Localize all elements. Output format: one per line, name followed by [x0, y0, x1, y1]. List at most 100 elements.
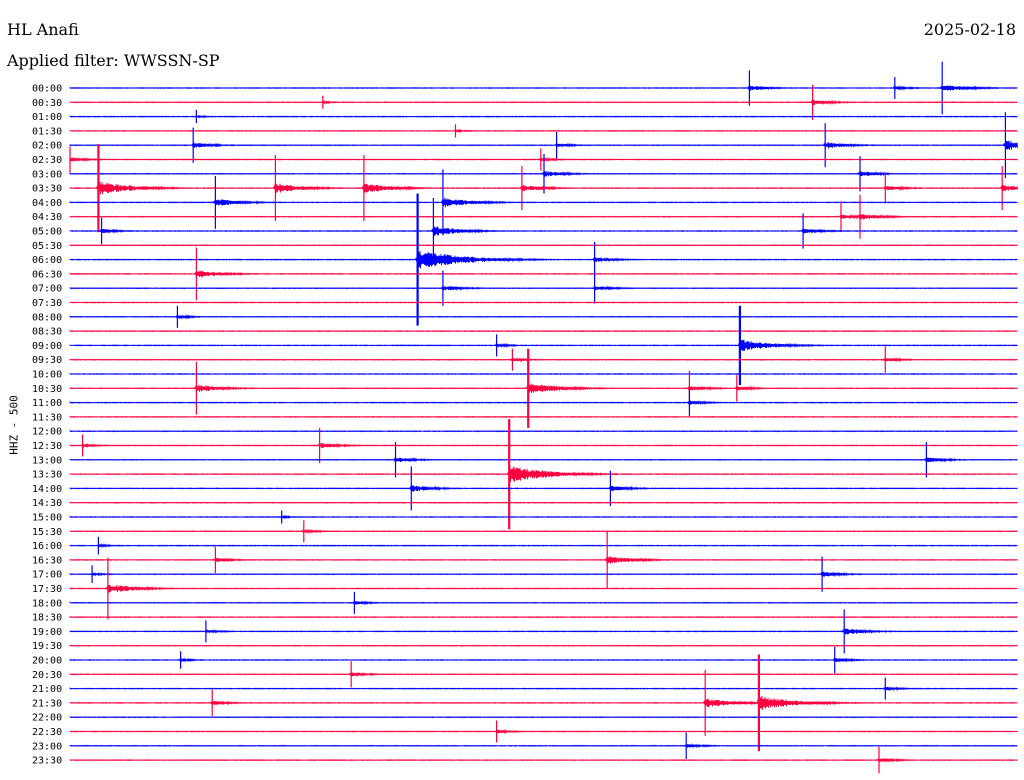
- time-label: 09:00: [32, 341, 62, 352]
- time-label: 17:00: [32, 570, 62, 581]
- time-label: 12:00: [32, 427, 62, 438]
- time-label: 05:00: [32, 227, 62, 238]
- time-label: 17:30: [32, 584, 62, 595]
- time-label: 15:00: [32, 513, 62, 524]
- trace-0630: [69, 270, 1018, 278]
- time-label: 16:00: [32, 541, 62, 552]
- time-label: 01:00: [32, 112, 62, 123]
- trace-1100: [69, 399, 1018, 406]
- time-label: 02:30: [32, 155, 62, 166]
- trace-1700: [69, 571, 1018, 577]
- trace-1600: [69, 542, 1018, 549]
- trace-1900: [69, 628, 1018, 635]
- trace-0900: [69, 339, 1018, 352]
- time-label: 23:30: [32, 756, 62, 767]
- trace-0200: [69, 140, 1018, 150]
- time-label: 16:30: [32, 555, 62, 566]
- time-label: 20:30: [32, 670, 62, 681]
- trace-2030: [69, 671, 1018, 677]
- trace-0830: [69, 329, 1018, 333]
- trace-2000: [69, 657, 1018, 663]
- time-label: 19:30: [32, 641, 62, 652]
- time-label: 05:30: [32, 241, 62, 252]
- time-label: 22:30: [32, 727, 62, 738]
- trace-2130: [69, 695, 1018, 710]
- time-label: 14:00: [32, 484, 62, 495]
- trace-1500: [69, 514, 1018, 520]
- trace-1030: [69, 383, 1018, 394]
- trace-1530: [69, 528, 1018, 534]
- time-label: 08:00: [32, 312, 62, 323]
- time-label: 15:30: [32, 527, 62, 538]
- time-label: 22:00: [32, 713, 62, 724]
- trace-0730: [69, 301, 1018, 304]
- time-label: 10:30: [32, 384, 62, 395]
- time-label: 11:30: [32, 412, 62, 423]
- trace-0930: [69, 357, 1018, 363]
- trace-0400: [69, 197, 1018, 208]
- trace-2300: [69, 743, 1018, 749]
- trace-0330: [69, 181, 1018, 195]
- time-label: 04:00: [32, 198, 62, 209]
- station-title: HL Anafi: [7, 20, 79, 39]
- time-label: 14:30: [32, 498, 62, 509]
- time-label: 19:00: [32, 627, 62, 638]
- time-label: 07:00: [32, 284, 62, 295]
- time-labels-layer: 00:00 00:30 01:00 01:30 02:00 02:30 03:00 03:30…: [32, 84, 62, 767]
- time-label: 13:30: [32, 470, 62, 481]
- time-label: 13:00: [32, 455, 62, 466]
- time-label: 08:30: [32, 327, 62, 338]
- trace-0800: [69, 314, 1018, 320]
- time-label: 09:30: [32, 355, 62, 366]
- trace-1930: [69, 644, 1018, 647]
- trace-0530: [69, 244, 1018, 247]
- trace-2230: [69, 728, 1018, 735]
- time-label: 02:00: [32, 141, 62, 152]
- time-label: 21:30: [32, 698, 62, 709]
- trace-1430: [69, 501, 1018, 504]
- trace-0700: [69, 285, 1018, 291]
- trace-1330: [69, 466, 1018, 483]
- trace-2200: [69, 716, 1018, 719]
- time-label: 00:30: [32, 98, 62, 109]
- time-label: 06:00: [32, 255, 62, 266]
- time-label: 00:00: [32, 84, 62, 95]
- trace-1130: [69, 415, 1018, 418]
- time-label: 04:30: [32, 212, 62, 223]
- trace-1400: [69, 485, 1018, 492]
- time-label: 11:00: [32, 398, 62, 409]
- trace-1630: [69, 556, 1018, 564]
- trace-1230: [69, 442, 1018, 449]
- time-label: 06:30: [32, 269, 62, 280]
- trace-0000: [69, 85, 1018, 91]
- trace-0600: [69, 250, 1018, 269]
- trace-0100: [69, 114, 1018, 119]
- trace-0430: [69, 213, 1018, 220]
- time-label: 21:00: [32, 684, 62, 695]
- time-label: 18:00: [32, 598, 62, 609]
- time-label: 20:00: [32, 656, 62, 667]
- trace-0500: [69, 226, 1018, 236]
- traces-layer: [69, 61, 1018, 774]
- time-label: 03:00: [32, 169, 62, 180]
- time-label: 10:00: [32, 370, 62, 381]
- time-label: 23:00: [32, 741, 62, 752]
- trace-1300: [69, 457, 1018, 463]
- filter-label: Applied filter: WWSSN-SP: [7, 51, 220, 70]
- trace-1800: [69, 600, 1018, 606]
- time-label: 18:30: [32, 613, 62, 624]
- trace-0130: [69, 128, 1018, 134]
- plot-date: 2025-02-18: [923, 20, 1016, 39]
- trace-1200: [69, 429, 1018, 433]
- trace-2330: [69, 757, 1018, 763]
- trace-1730: [69, 583, 1018, 594]
- trace-2100: [69, 686, 1018, 692]
- time-label: 07:30: [32, 298, 62, 309]
- trace-0030: [69, 99, 1018, 106]
- trace-1000: [69, 372, 1018, 376]
- time-label: 12:30: [32, 441, 62, 452]
- time-label: 01:30: [32, 126, 62, 137]
- trace-1830: [69, 615, 1018, 619]
- time-label: 03:30: [32, 184, 62, 195]
